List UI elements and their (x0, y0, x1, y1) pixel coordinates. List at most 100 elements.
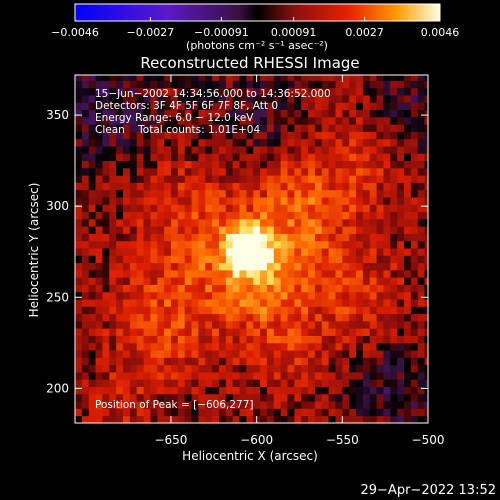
heatmap-cell (308, 102, 316, 111)
heatmap-cell (205, 306, 213, 315)
heatmap-cell (88, 342, 96, 351)
heatmap-cell (253, 160, 261, 169)
heatmap-cell (362, 131, 371, 140)
heatmap-cell (417, 211, 425, 220)
heatmap-cell (321, 284, 330, 293)
heatmap-cell (122, 291, 131, 300)
heatmap-cell (383, 291, 391, 300)
heatmap-cell (75, 138, 83, 147)
heatmap-cell (205, 262, 213, 271)
heatmap-cell (424, 75, 428, 81)
heatmap-cell (397, 124, 405, 132)
heatmap-cell (122, 240, 131, 249)
heatmap-cell (88, 277, 96, 285)
heatmap-cell (335, 87, 343, 96)
heatmap-cell (294, 197, 302, 205)
heatmap-cell (349, 299, 357, 307)
heatmap-cell (164, 342, 172, 351)
heatmap-cell (362, 350, 371, 358)
heatmap-cell (349, 393, 357, 402)
heatmap-cell (212, 284, 220, 293)
heatmap-cell (260, 95, 268, 103)
heatmap-cell (122, 160, 131, 169)
heatmap-cell (321, 262, 330, 271)
heatmap-cell (369, 386, 377, 395)
heatmap-cell (376, 408, 384, 417)
heatmap-cell (164, 393, 172, 402)
heatmap-cell (198, 95, 206, 103)
heatmap-cell (157, 102, 165, 111)
heatmap-cell (376, 306, 384, 315)
heatmap-cell (75, 284, 83, 293)
heatmap-cell (218, 138, 227, 147)
heatmap-cell (246, 393, 254, 402)
heatmap-cell (143, 299, 151, 307)
heatmap-cell (184, 415, 192, 423)
heatmap-cell (191, 146, 199, 154)
heatmap-cell (342, 306, 350, 315)
heatmap-cell (424, 306, 428, 315)
heatmap-cell (328, 408, 336, 417)
heatmap-cell (342, 262, 350, 271)
heatmap-cell (150, 277, 158, 285)
heatmap-cell (198, 291, 206, 300)
heatmap-cell (239, 393, 247, 402)
heatmap-cell (369, 379, 377, 387)
heatmap-cell (225, 182, 234, 191)
heatmap-cell (349, 116, 357, 125)
heatmap-cell (102, 328, 110, 336)
heatmap-cell (218, 197, 227, 205)
heatmap-cell (198, 153, 206, 162)
heatmap-cell (404, 408, 412, 417)
heatmap-cell (164, 131, 172, 140)
heatmap-cell (246, 226, 254, 234)
heatmap-cell (232, 146, 240, 154)
heatmap-cell (260, 102, 268, 111)
heatmap-cell (136, 269, 144, 278)
heatmap-cell (150, 386, 158, 395)
heatmap-cell (75, 146, 83, 154)
heatmap-cell (81, 182, 90, 191)
heatmap-cell (218, 269, 227, 278)
heatmap-cell (129, 226, 138, 234)
heatmap-cell (424, 291, 428, 300)
heatmap-cell (390, 335, 398, 344)
heatmap-cell (239, 371, 247, 380)
heatmap-cell (225, 197, 234, 205)
heatmap-cell (95, 233, 103, 242)
heatmap-cell (404, 335, 412, 344)
heatmap-cell (212, 226, 220, 234)
heatmap-cell (95, 415, 103, 423)
heatmap-cell (136, 299, 144, 307)
heatmap-cell (109, 131, 117, 140)
heatmap-cell (102, 138, 110, 147)
heatmap-cell (383, 342, 391, 351)
heatmap-cell (170, 248, 179, 256)
heatmap-cell (246, 269, 254, 278)
heatmap-cell (129, 262, 138, 271)
heatmap-cell (321, 226, 330, 234)
heatmap-cell (253, 342, 261, 351)
heatmap-cell (225, 189, 234, 198)
heatmap-cell (218, 175, 227, 183)
heatmap-cell (191, 350, 199, 358)
heatmap-cell (424, 109, 428, 118)
heatmap-cell (102, 255, 110, 264)
heatmap-cell (218, 218, 227, 227)
heatmap-cell (164, 350, 172, 358)
heatmap-cell (177, 197, 186, 205)
heatmap-cell (232, 131, 240, 140)
heatmap-cell (191, 291, 199, 300)
heatmap-cell (75, 357, 83, 366)
heatmap-cell (198, 124, 206, 132)
heatmap-cell (390, 401, 398, 409)
heatmap-cell (205, 364, 213, 373)
heatmap-cell (232, 167, 240, 176)
heatmap-cell (356, 306, 364, 315)
heatmap-cell (287, 189, 295, 198)
heatmap-cell (362, 357, 371, 366)
heatmap-cell (260, 233, 268, 242)
heatmap-cell (164, 262, 172, 271)
heatmap-cell (232, 116, 240, 125)
heatmap-cell (308, 75, 316, 81)
